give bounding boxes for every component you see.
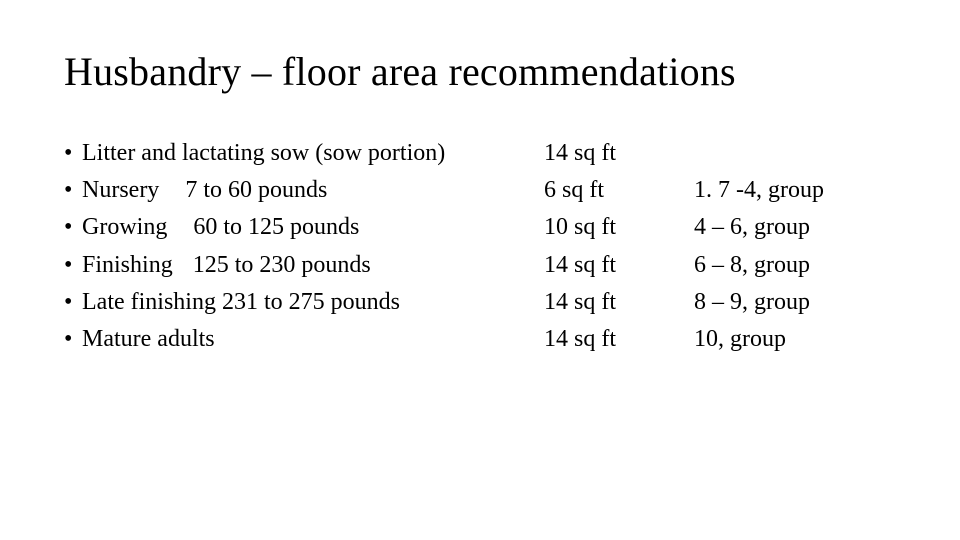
bullet-icon: • — [64, 135, 82, 172]
column-group: 1. 7 -4, group 4 – 6, group 6 – 8, group… — [694, 135, 896, 358]
list-item: •Nursery 7 to 60 pounds — [64, 172, 544, 209]
area-value: 10 sq ft — [544, 209, 694, 246]
category-label: Late finishing 231 to 275 pounds — [82, 289, 400, 315]
list-item: •Litter and lactating sow (sow portion) — [64, 135, 544, 172]
area-value: 14 sq ft — [544, 135, 694, 172]
group-value — [694, 135, 896, 172]
bullet-icon: • — [64, 172, 82, 209]
bullet-icon: • — [64, 284, 82, 321]
area-value: 14 sq ft — [544, 321, 694, 358]
group-value: 4 – 6, group — [694, 209, 896, 246]
bullet-icon: • — [64, 209, 82, 246]
column-categories: •Litter and lactating sow (sow portion) … — [64, 135, 544, 358]
group-value: 10, group — [694, 321, 896, 358]
category-sub: 125 to 230 pounds — [193, 252, 371, 278]
area-value: 14 sq ft — [544, 284, 694, 321]
slide-title: Husbandry – floor area recommendations — [64, 48, 896, 95]
list-item: •Mature adults — [64, 321, 544, 358]
category-label: Mature adults — [82, 326, 215, 352]
category-label: Litter and lactating sow (sow portion) — [82, 140, 445, 166]
area-value: 6 sq ft — [544, 172, 694, 209]
category-sub: 7 to 60 pounds — [185, 177, 327, 203]
list-item: •Growing 60 to 125 pounds — [64, 209, 544, 246]
group-value: 8 – 9, group — [694, 284, 896, 321]
bullet-icon: • — [64, 321, 82, 358]
slide: Husbandry – floor area recommendations •… — [0, 0, 960, 540]
category-label: Finishing — [82, 252, 173, 278]
content-columns: •Litter and lactating sow (sow portion) … — [64, 135, 896, 358]
category-label: Nursery — [82, 177, 159, 203]
group-value: 1. 7 -4, group — [694, 172, 896, 209]
group-value: 6 – 8, group — [694, 247, 896, 284]
list-item: •Late finishing 231 to 275 pounds — [64, 284, 544, 321]
category-sub: 60 to 125 pounds — [193, 214, 359, 240]
bullet-icon: • — [64, 247, 82, 284]
column-area: 14 sq ft 6 sq ft 10 sq ft 14 sq ft 14 sq… — [544, 135, 694, 358]
area-value: 14 sq ft — [544, 247, 694, 284]
list-item: •Finishing 125 to 230 pounds — [64, 247, 544, 284]
category-label: Growing — [82, 214, 167, 240]
